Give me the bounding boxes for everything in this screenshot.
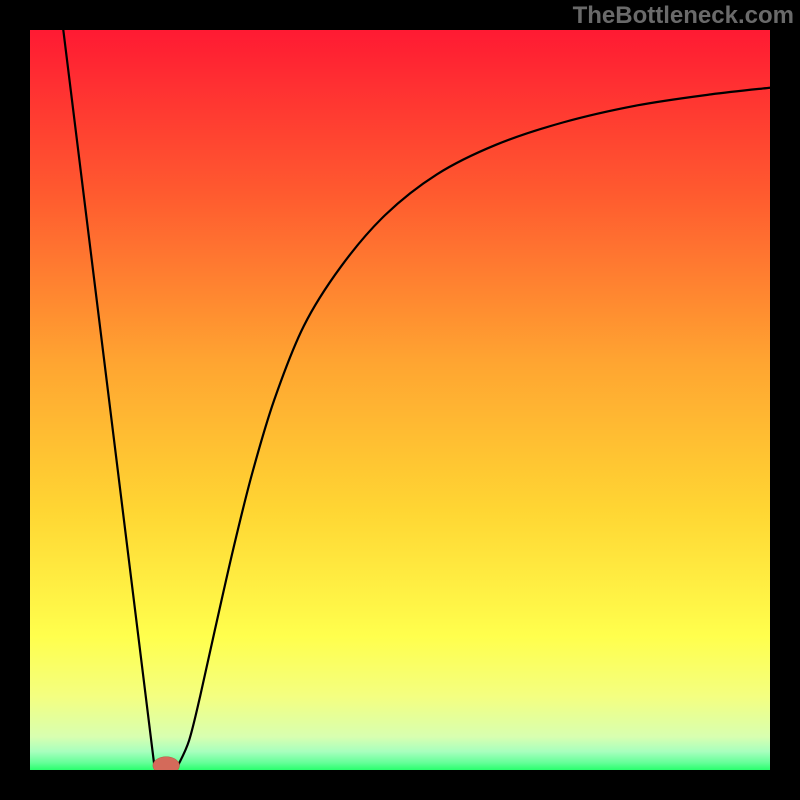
plot-svg bbox=[30, 30, 770, 770]
gradient-bg bbox=[30, 30, 770, 770]
watermark-label: TheBottleneck.com bbox=[573, 2, 794, 30]
optimal-point-marker bbox=[153, 757, 180, 770]
bottleneck-curve bbox=[63, 30, 770, 766]
bottleneck-chart: TheBottleneck.com bbox=[0, 0, 800, 800]
plot-area bbox=[30, 30, 770, 770]
